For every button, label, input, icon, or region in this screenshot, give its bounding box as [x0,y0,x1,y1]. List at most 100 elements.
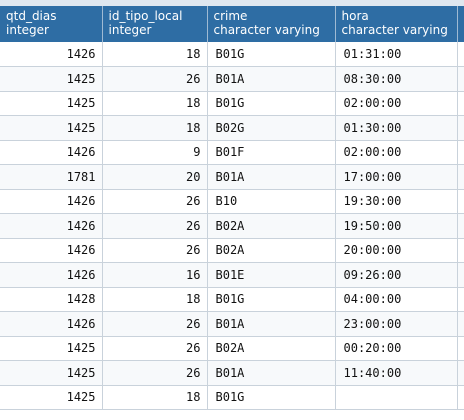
cell-crime[interactable]: B01F [207,140,336,165]
cell-id-tipo-local[interactable]: 18 [102,42,208,67]
cell-qtd-dias[interactable]: 1426 [0,262,103,288]
header-filler [457,6,464,42]
column-type: character varying [341,23,448,37]
row-filler [457,336,464,361]
cell-qtd-dias[interactable]: 1426 [0,311,103,337]
table-row[interactable]: 1426 26 B02A 19:50:00 [0,213,464,239]
row-filler [457,213,464,239]
cell-id-tipo-local[interactable]: 18 [102,115,208,141]
row-filler [457,262,464,288]
row-filler [457,164,464,190]
table-row[interactable]: 1426 18 B01G 01:31:00 [0,42,464,67]
cell-qtd-dias[interactable]: 1425 [0,115,103,141]
cell-crime[interactable]: B02A [207,238,336,263]
column-header-crime[interactable]: crime character varying [207,6,336,42]
cell-id-tipo-local[interactable]: 26 [102,189,208,214]
table-row[interactable]: 1425 26 B01A 11:40:00 [0,360,464,386]
cell-qtd-dias[interactable]: 1425 [0,360,103,386]
cell-hora[interactable]: 20:00:00 [335,238,458,263]
row-filler [457,189,464,214]
cell-id-tipo-local[interactable]: 26 [102,336,208,361]
cell-hora[interactable] [335,385,458,410]
row-filler [457,238,464,263]
cell-id-tipo-local[interactable]: 9 [102,140,208,165]
column-name: id_tipo_local [108,9,183,23]
row-filler [457,91,464,116]
table-row[interactable]: 1425 26 B01A 08:30:00 [0,66,464,92]
row-filler [457,66,464,92]
table-row[interactable]: 1425 18 B01G 02:00:00 [0,91,464,116]
column-name: qtd_dias [6,9,57,23]
row-filler [457,287,464,312]
table-row[interactable]: 1426 9 B01F 02:00:00 [0,140,464,165]
cell-hora[interactable]: 08:30:00 [335,66,458,92]
results-grid: qtd_dias integer id_tipo_local integer c… [0,6,464,410]
table-row[interactable]: 1426 16 B01E 09:26:00 [0,262,464,288]
cell-crime[interactable]: B01A [207,66,336,92]
cell-id-tipo-local[interactable]: 20 [102,164,208,190]
cell-crime[interactable]: B02A [207,336,336,361]
cell-qtd-dias[interactable]: 1426 [0,42,103,67]
cell-crime[interactable]: B01G [207,42,336,67]
cell-crime[interactable]: B01A [207,311,336,337]
cell-qtd-dias[interactable]: 1426 [0,213,103,239]
cell-crime[interactable]: B01G [207,91,336,116]
cell-id-tipo-local[interactable]: 26 [102,66,208,92]
table-row[interactable]: 1425 26 B02A 00:20:00 [0,336,464,361]
cell-id-tipo-local[interactable]: 26 [102,238,208,263]
cell-id-tipo-local[interactable]: 26 [102,360,208,386]
cell-id-tipo-local[interactable]: 16 [102,262,208,288]
cell-qtd-dias[interactable]: 1425 [0,91,103,116]
column-type: integer [6,23,49,37]
table-row[interactable]: 1781 20 B01A 17:00:00 [0,164,464,190]
cell-id-tipo-local[interactable]: 26 [102,213,208,239]
cell-id-tipo-local[interactable]: 18 [102,385,208,410]
cell-hora[interactable]: 02:00:00 [335,140,458,165]
cell-crime[interactable]: B01A [207,360,336,386]
cell-crime[interactable]: B01A [207,164,336,190]
cell-qtd-dias[interactable]: 1781 [0,164,103,190]
cell-qtd-dias[interactable]: 1428 [0,287,103,312]
cell-hora[interactable]: 02:00:00 [335,91,458,116]
cell-id-tipo-local[interactable]: 26 [102,311,208,337]
row-filler [457,140,464,165]
cell-crime[interactable]: B02G [207,115,336,141]
row-filler [457,360,464,386]
cell-crime[interactable]: B02A [207,213,336,239]
cell-hora[interactable]: 00:20:00 [335,336,458,361]
cell-qtd-dias[interactable]: 1425 [0,385,103,410]
cell-crime[interactable]: B10 [207,189,336,214]
cell-crime[interactable]: B01G [207,385,336,410]
cell-hora[interactable]: 19:50:00 [335,213,458,239]
cell-hora[interactable]: 01:30:00 [335,115,458,141]
table-row[interactable]: 1425 18 B02G 01:30:00 [0,115,464,141]
cell-hora[interactable]: 01:31:00 [335,42,458,67]
table-row[interactable]: 1426 26 B10 19:30:00 [0,189,464,214]
table-row[interactable]: 1426 26 B01A 23:00:00 [0,311,464,337]
cell-qtd-dias[interactable]: 1426 [0,238,103,263]
cell-id-tipo-local[interactable]: 18 [102,91,208,116]
cell-qtd-dias[interactable]: 1425 [0,336,103,361]
cell-qtd-dias[interactable]: 1426 [0,189,103,214]
cell-id-tipo-local[interactable]: 18 [102,287,208,312]
cell-hora[interactable]: 19:30:00 [335,189,458,214]
table-row[interactable]: 1425 18 B01G [0,385,464,410]
table-row[interactable]: 1426 26 B02A 20:00:00 [0,238,464,263]
header-row: qtd_dias integer id_tipo_local integer c… [0,6,464,42]
cell-qtd-dias[interactable]: 1425 [0,66,103,92]
cell-crime[interactable]: B01G [207,287,336,312]
column-type: character varying [213,23,320,37]
cell-crime[interactable]: B01E [207,262,336,288]
cell-hora[interactable]: 04:00:00 [335,287,458,312]
column-header-qtd-dias[interactable]: qtd_dias integer [0,6,103,42]
column-name: crime [213,9,248,23]
cell-qtd-dias[interactable]: 1426 [0,140,103,165]
cell-hora[interactable]: 09:26:00 [335,262,458,288]
column-header-id-tipo-local[interactable]: id_tipo_local integer [102,6,208,42]
column-header-hora[interactable]: hora character varying [335,6,458,42]
cell-hora[interactable]: 23:00:00 [335,311,458,337]
table-row[interactable]: 1428 18 B01G 04:00:00 [0,287,464,312]
cell-hora[interactable]: 17:00:00 [335,164,458,190]
cell-hora[interactable]: 11:40:00 [335,360,458,386]
